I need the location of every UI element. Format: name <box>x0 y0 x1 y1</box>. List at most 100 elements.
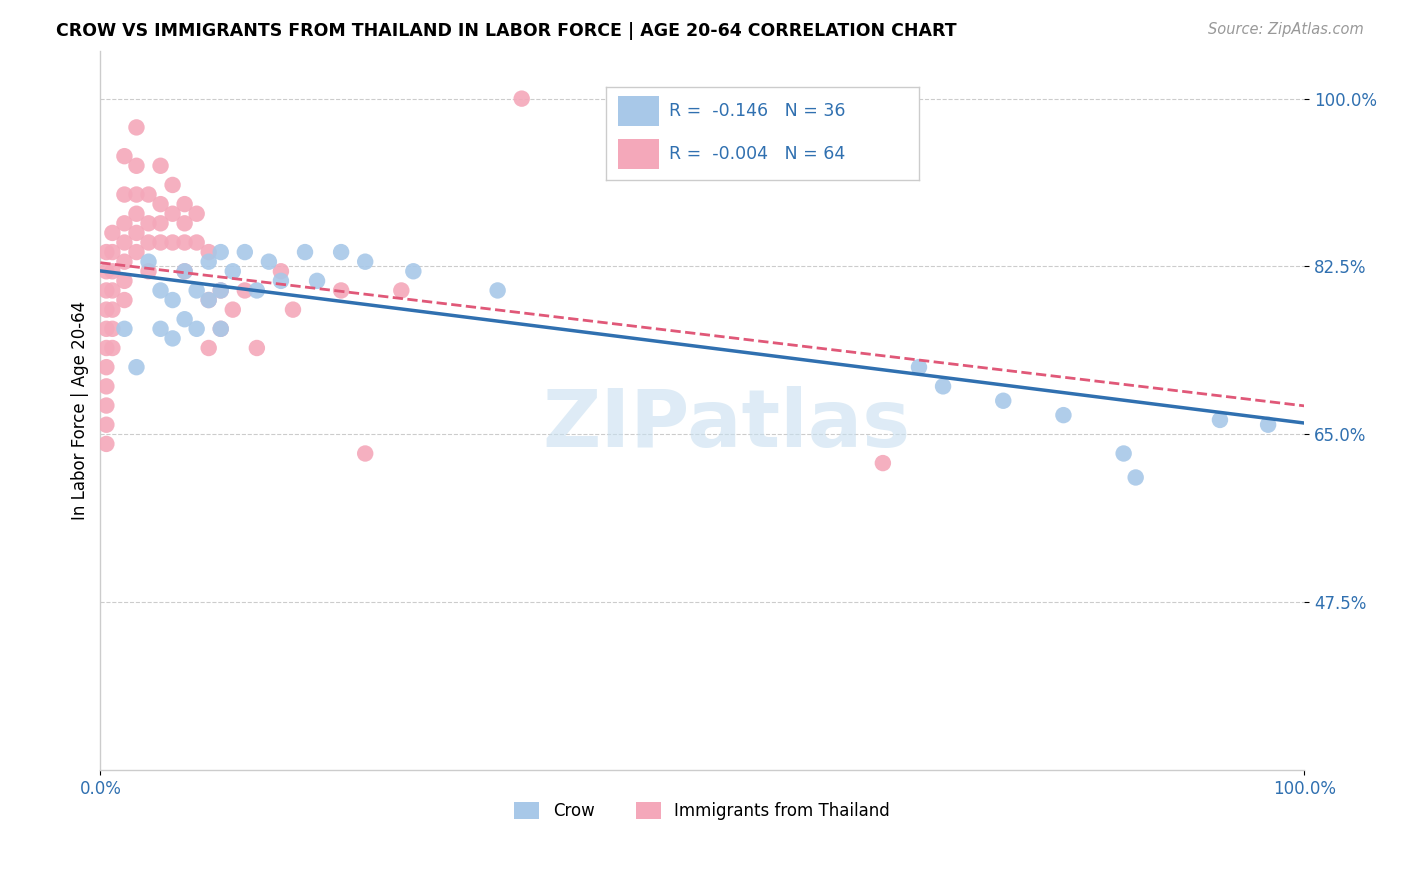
Point <box>281 302 304 317</box>
Point <box>162 331 184 345</box>
Point <box>197 254 219 268</box>
Point <box>510 92 533 106</box>
Point <box>993 393 1015 408</box>
Point <box>246 284 269 298</box>
Text: ZIPatlas: ZIPatlas <box>543 385 911 464</box>
Point <box>96 322 118 336</box>
Point <box>162 235 184 250</box>
Point <box>112 235 135 250</box>
Point <box>149 235 172 250</box>
Text: CROW VS IMMIGRANTS FROM THAILAND IN LABOR FORCE | AGE 20-64 CORRELATION CHART: CROW VS IMMIGRANTS FROM THAILAND IN LABO… <box>56 22 957 40</box>
Point <box>96 360 118 375</box>
Point <box>149 216 172 230</box>
Point <box>96 284 118 298</box>
Point <box>872 456 894 470</box>
Point <box>112 149 135 163</box>
Point <box>908 360 931 375</box>
Point <box>354 446 377 460</box>
Point <box>389 284 412 298</box>
Point <box>173 264 195 278</box>
Point <box>186 235 208 250</box>
Point <box>186 207 208 221</box>
Point <box>1052 408 1074 422</box>
Point <box>270 264 292 278</box>
Point <box>96 399 118 413</box>
Point <box>222 264 245 278</box>
Point <box>125 120 148 135</box>
Point <box>257 254 280 268</box>
Point <box>112 216 135 230</box>
Point <box>149 322 172 336</box>
Point <box>96 417 118 432</box>
Point <box>96 302 118 317</box>
Point <box>162 207 184 221</box>
Point <box>149 197 172 211</box>
Y-axis label: In Labor Force | Age 20-64: In Labor Force | Age 20-64 <box>72 301 89 520</box>
Point <box>162 178 184 192</box>
Point <box>162 293 184 307</box>
Point <box>138 216 160 230</box>
Point <box>101 341 124 355</box>
Point <box>138 235 160 250</box>
Point <box>138 187 160 202</box>
Point <box>149 159 172 173</box>
Point <box>173 235 195 250</box>
Point <box>125 159 148 173</box>
Point <box>209 322 232 336</box>
Point <box>305 274 328 288</box>
Point <box>222 302 245 317</box>
Point <box>96 437 118 451</box>
Point <box>138 254 160 268</box>
Point <box>209 284 232 298</box>
Point <box>101 226 124 240</box>
Point <box>112 274 135 288</box>
Point <box>173 216 195 230</box>
Point <box>173 264 195 278</box>
Point <box>197 245 219 260</box>
Point <box>209 245 232 260</box>
Point <box>1209 413 1232 427</box>
Point <box>96 341 118 355</box>
Point <box>294 245 316 260</box>
Point <box>101 284 124 298</box>
Point <box>209 284 232 298</box>
Point <box>96 264 118 278</box>
Point <box>125 226 148 240</box>
Point <box>690 120 713 135</box>
Point <box>330 284 353 298</box>
Point <box>1125 470 1147 484</box>
Point <box>402 264 425 278</box>
Point <box>197 293 219 307</box>
Point <box>125 245 148 260</box>
Point <box>209 322 232 336</box>
Point <box>246 341 269 355</box>
Point <box>233 284 256 298</box>
Point <box>1257 417 1279 432</box>
Point <box>125 360 148 375</box>
Point <box>270 274 292 288</box>
Point <box>112 254 135 268</box>
Point <box>112 293 135 307</box>
Point <box>101 245 124 260</box>
Point <box>186 284 208 298</box>
Point <box>125 187 148 202</box>
Point <box>173 197 195 211</box>
Point <box>932 379 955 393</box>
Text: Source: ZipAtlas.com: Source: ZipAtlas.com <box>1208 22 1364 37</box>
Point <box>101 322 124 336</box>
Legend: Crow, Immigrants from Thailand: Crow, Immigrants from Thailand <box>508 795 897 826</box>
Point <box>1112 446 1135 460</box>
Point <box>125 207 148 221</box>
Point <box>101 264 124 278</box>
Point <box>197 341 219 355</box>
Point <box>96 379 118 393</box>
Point <box>354 254 377 268</box>
Point <box>101 302 124 317</box>
Point <box>96 245 118 260</box>
Point <box>233 245 256 260</box>
Point <box>186 322 208 336</box>
Point <box>112 322 135 336</box>
Point <box>149 284 172 298</box>
Point <box>138 264 160 278</box>
Point <box>486 284 509 298</box>
